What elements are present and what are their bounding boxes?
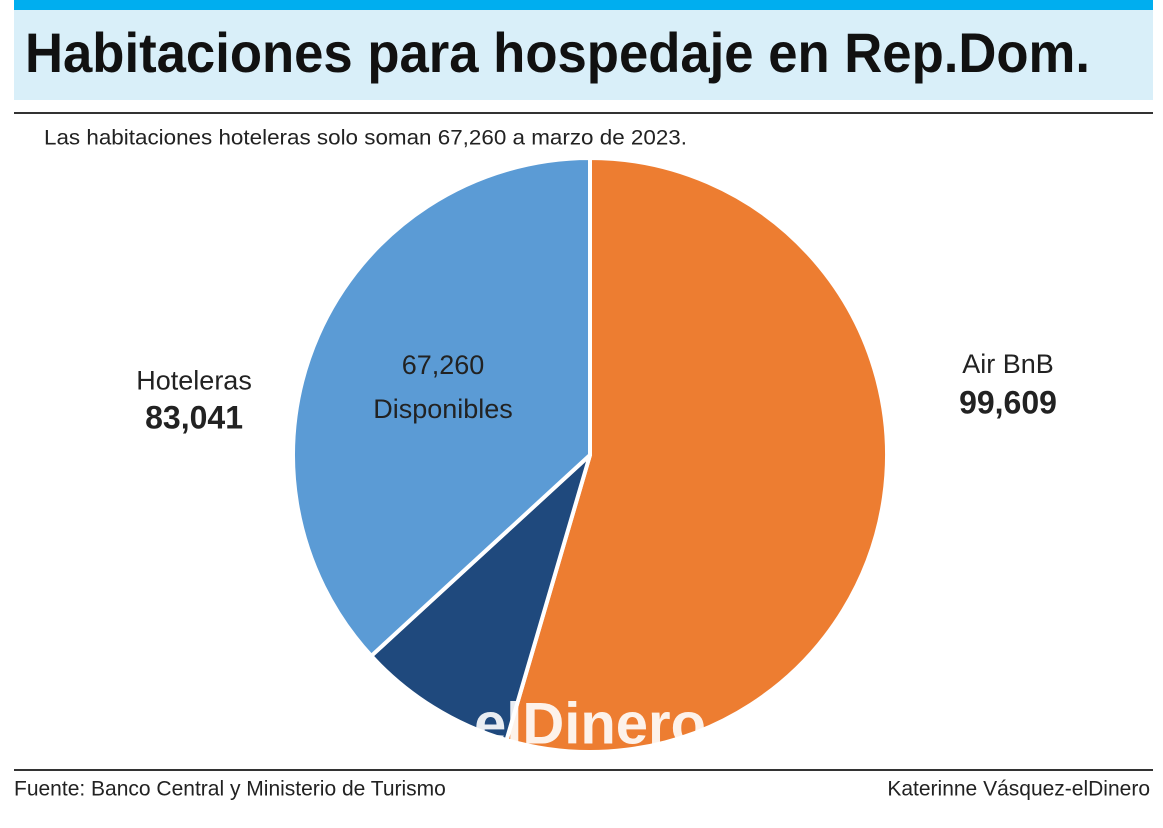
pie-slice xyxy=(291,156,592,658)
pie-slice xyxy=(369,453,592,743)
slice-label: Air BnB xyxy=(962,349,1054,379)
source: Fuente: Banco Central y Ministerio de Tu… xyxy=(14,778,446,801)
title-box xyxy=(14,10,1153,100)
pie xyxy=(291,156,889,754)
slice-value-label: 67,260 xyxy=(402,350,485,380)
group-label: Hoteleras xyxy=(136,365,252,395)
top-bar xyxy=(14,0,1153,10)
pie-slice xyxy=(504,156,889,754)
slice-label: Disponibles xyxy=(373,394,513,424)
author: Katerinne Vásquez-elDinero xyxy=(887,778,1150,801)
slice-value-label: 99,609 xyxy=(959,384,1057,420)
subtitle: Las habitaciones hoteleras solo soman 67… xyxy=(44,127,687,150)
watermark: elDinero xyxy=(474,691,706,756)
group-value-label: 83,041 xyxy=(145,400,243,436)
chart-title: Habitaciones para hospedaje en Rep.Dom. xyxy=(25,21,1090,84)
